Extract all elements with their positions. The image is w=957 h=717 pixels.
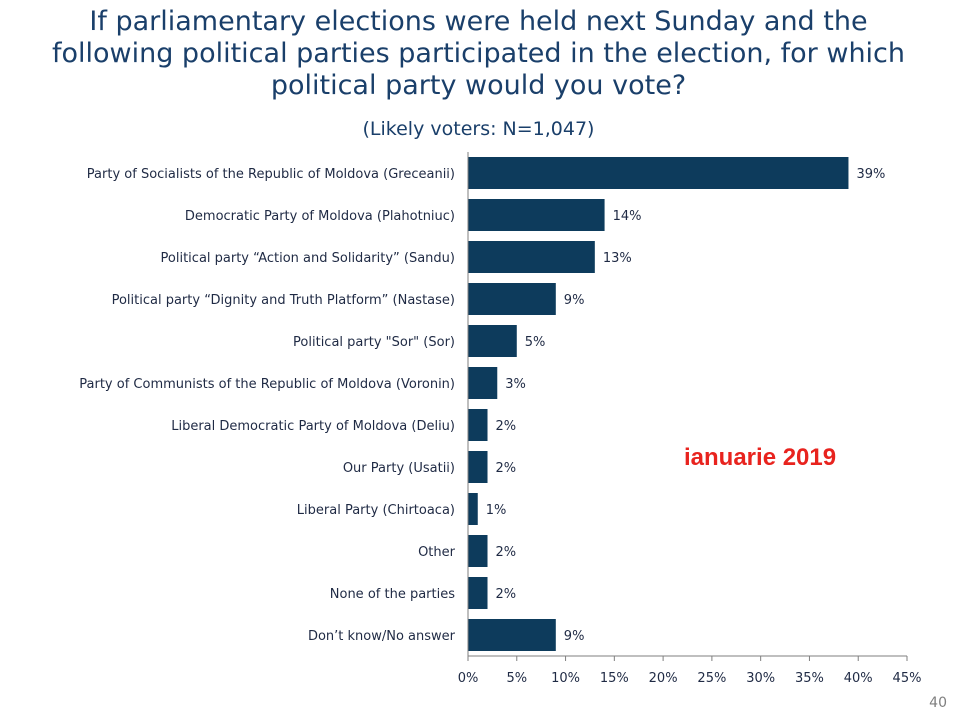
x-tick-label-9: 45% [893, 671, 922, 686]
title-line-3: political party would you vote? [270, 70, 687, 101]
value-label-1: 14% [613, 209, 642, 224]
x-tick-label-7: 35% [795, 671, 824, 686]
x-tick-label-2: 10% [551, 671, 580, 686]
bar-9 [468, 535, 488, 567]
chart-title: If parliamentary elections were held nex… [20, 6, 937, 102]
category-label-1: Democratic Party of Moldova (Plahotniuc) [185, 209, 455, 224]
category-label-3: Political party “Dignity and Truth Platf… [112, 293, 455, 308]
category-label-6: Liberal Democratic Party of Moldova (Del… [171, 419, 455, 434]
bar-1 [468, 199, 605, 231]
bar-0 [468, 157, 849, 189]
value-label-8: 1% [486, 503, 507, 518]
category-label-2: Political party “Action and Solidarity” … [161, 251, 455, 266]
bar-3 [468, 283, 556, 315]
title-line-2: following political parties participated… [51, 38, 906, 69]
value-label-10: 2% [496, 587, 517, 602]
category-label-10: None of the parties [330, 587, 455, 602]
category-label-0: Party of Socialists of the Republic of M… [87, 167, 455, 182]
x-tick-label-8: 40% [844, 671, 873, 686]
x-tick-label-1: 5% [506, 671, 527, 686]
value-label-0: 39% [856, 167, 885, 182]
bar-5 [468, 367, 498, 399]
x-tick-label-5: 25% [697, 671, 726, 686]
value-label-3: 9% [564, 293, 585, 308]
value-label-11: 9% [564, 629, 585, 644]
chart-subtitle: (Likely voters: N=1,047) [362, 118, 595, 140]
page-number: 40 [929, 695, 947, 711]
bar-4 [468, 325, 517, 357]
value-label-7: 2% [496, 461, 517, 476]
x-tick-label-3: 15% [600, 671, 629, 686]
bar-6 [468, 409, 488, 441]
value-label-4: 5% [525, 335, 546, 350]
category-label-11: Don’t know/No answer [308, 629, 456, 644]
value-label-9: 2% [496, 545, 517, 560]
bar-8 [468, 493, 478, 525]
value-label-6: 2% [496, 419, 517, 434]
category-label-5: Party of Communists of the Republic of M… [79, 377, 455, 392]
title-line-1: If parliamentary elections were held nex… [89, 6, 868, 37]
x-tick-label-0: 0% [458, 671, 479, 686]
category-label-8: Liberal Party (Chirtoaca) [297, 503, 455, 518]
bar-2 [468, 241, 595, 273]
category-label-9: Other [418, 545, 456, 560]
x-tick-label-6: 30% [746, 671, 775, 686]
value-label-5: 3% [505, 377, 526, 392]
bar-7 [468, 451, 488, 483]
value-label-2: 13% [603, 251, 632, 266]
date-annotation: ianuarie 2019 [684, 444, 837, 471]
bar-10 [468, 577, 488, 609]
bar-11 [468, 619, 556, 651]
category-label-4: Political party "Sor" (Sor) [293, 335, 455, 350]
category-label-7: Our Party (Usatii) [343, 461, 455, 476]
x-tick-label-4: 20% [649, 671, 678, 686]
